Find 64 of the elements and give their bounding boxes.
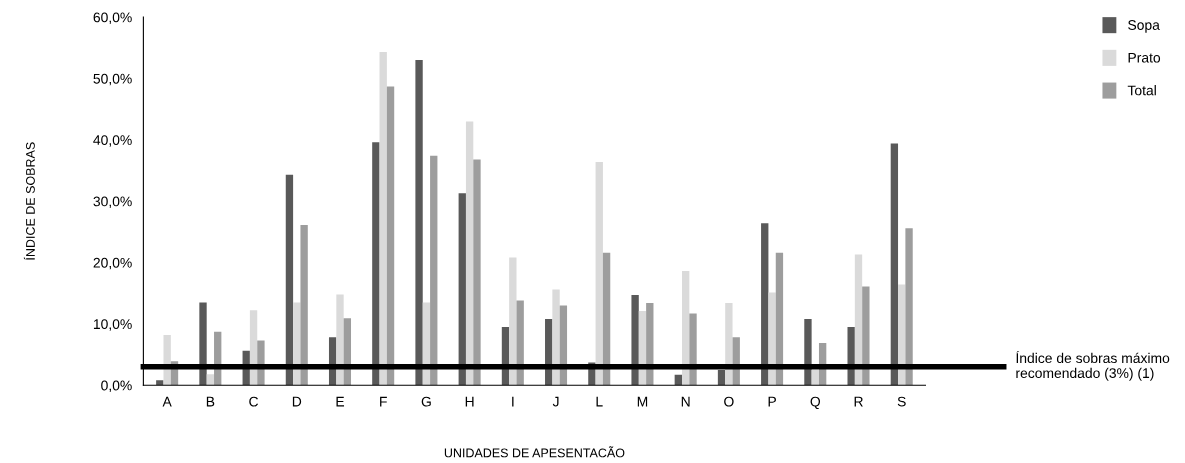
x-tick-label: D [292, 396, 302, 407]
bar [458, 193, 466, 386]
bar [854, 254, 863, 386]
bar [761, 223, 769, 386]
x-tick-label: G [421, 396, 431, 407]
x-tick-label: S [897, 396, 906, 407]
bar [725, 303, 733, 386]
bar [372, 142, 380, 386]
bar [804, 318, 812, 386]
bar [465, 121, 474, 386]
bar [379, 52, 387, 386]
y-tick-label: 50,0% [93, 73, 132, 86]
bar [682, 271, 690, 386]
bar [602, 252, 611, 386]
x-tick-label: B [206, 396, 215, 407]
bar [768, 292, 776, 386]
x-tick-label: M [637, 396, 648, 407]
bar [430, 155, 438, 386]
x-tick-label: O [724, 396, 734, 407]
bar [689, 313, 697, 386]
bar [631, 295, 639, 386]
x-tick-label: N [681, 396, 690, 407]
y-tick-label: 30,0% [93, 196, 132, 208]
y-tick-label: 60,0% [93, 12, 132, 24]
bar [674, 374, 682, 386]
bar [552, 289, 560, 386]
bar [811, 369, 819, 386]
x-tick-label: I [512, 396, 514, 407]
bar [595, 161, 603, 386]
bar [473, 159, 481, 386]
y-tick-label: 20,0% [93, 257, 132, 270]
legend-label: Sopa [1128, 20, 1160, 33]
bar [862, 286, 870, 386]
x-tick-label: J [552, 396, 559, 407]
legend-label: Total [1127, 85, 1156, 96]
bar [775, 252, 784, 386]
x-axis-title: UNIDADES DE APESENTACÃO [444, 446, 625, 458]
x-tick-label: H [465, 396, 474, 407]
bar [890, 143, 899, 386]
bar [415, 60, 423, 386]
x-tick-label: F [380, 396, 387, 407]
ref-line-label: Índice de sobras máximo recomendado (3%) (1) [1016, 350, 1170, 381]
x-tick-label: R [854, 396, 863, 407]
y-tick-label: 10,0% [93, 319, 132, 331]
bar [199, 302, 207, 386]
bar [386, 86, 395, 386]
x-tick-label: E [336, 396, 345, 407]
x-tick-label: P [768, 396, 776, 407]
y-axis-title: ÍNDICE DE SOBRAS [23, 142, 35, 260]
bar [206, 374, 215, 386]
bar [336, 294, 344, 386]
bar [300, 225, 308, 386]
y-tick-label: 0,0% [101, 380, 132, 393]
x-tick-label: A [162, 396, 172, 407]
bar [285, 174, 294, 386]
bar [156, 380, 164, 386]
x-tick-label: Q [810, 396, 821, 410]
x-tick-label: C [249, 396, 259, 407]
legend-label: Prato [1128, 52, 1161, 63]
bar [717, 369, 726, 386]
bar [509, 257, 517, 386]
x-tick-label: L [596, 396, 603, 407]
y-tick-label: 40,0% [93, 135, 132, 147]
bar [905, 228, 913, 386]
